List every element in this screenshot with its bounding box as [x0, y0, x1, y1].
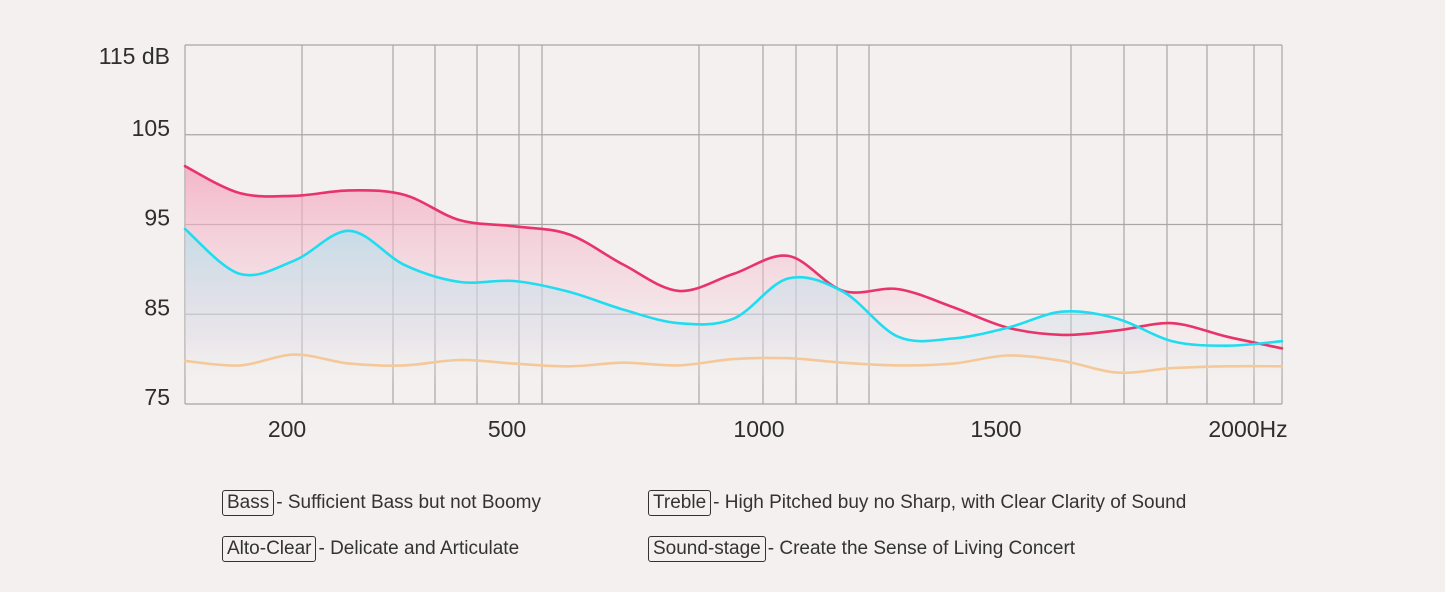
x-tick-label: 2000Hz: [1208, 416, 1287, 442]
legend-item-alto-clear: Alto-Clear - Delicate and Articulate: [222, 536, 519, 562]
legend-desc-sound-stage: - Create the Sense of Living Concert: [767, 538, 1076, 559]
legend-desc-bass: - Sufficient Bass but not Boomy: [276, 492, 541, 513]
y-tick-labels: 115 dB 105 95 85 75: [99, 43, 170, 410]
y-tick-label: 105: [132, 115, 170, 141]
y-tick-label: 115 dB: [99, 43, 170, 69]
series-line-orange: [183, 353, 1284, 375]
y-tick-label: 85: [144, 294, 170, 320]
legend-key-bass: Bass: [222, 490, 275, 516]
x-tick-labels: 200 500 1000 1500 2000Hz: [268, 416, 1288, 442]
legend-item-bass: Bass - Sufficient Bass but not Boomy: [222, 490, 541, 516]
x-tick-label: 200: [268, 416, 306, 442]
y-tick-label: 75: [144, 384, 170, 410]
legend-desc-treble: - High Pitched buy no Sharp, with Clear …: [713, 492, 1187, 513]
legend-key-sound-stage: Sound-stage: [648, 536, 766, 562]
legend-key-treble: Treble: [648, 490, 712, 516]
frequency-response-chart: 115 dB 105 95 85 75 200 500 1000 1500 2000Hz: [99, 43, 1288, 442]
legend-key-alto-clear: Alto-Clear: [222, 536, 317, 562]
series-line-cyan: [183, 227, 1284, 347]
x-tick-label: 1500: [970, 416, 1021, 442]
legend-item-treble: Treble - High Pitched buy no Sharp, with…: [648, 490, 1186, 516]
series-line-pink: [183, 164, 1284, 350]
series-lines: [183, 164, 1284, 375]
y-tick-label: 95: [144, 205, 170, 231]
legend-desc-alto-clear: - Delicate and Articulate: [318, 538, 520, 559]
legend-item-sound-stage: Sound-stage - Create the Sense of Living…: [648, 536, 1075, 562]
series-fills: [185, 166, 1282, 387]
x-tick-label: 500: [488, 416, 526, 442]
series-fill-cyan: [185, 228, 1282, 387]
x-tick-label: 1000: [733, 416, 784, 442]
